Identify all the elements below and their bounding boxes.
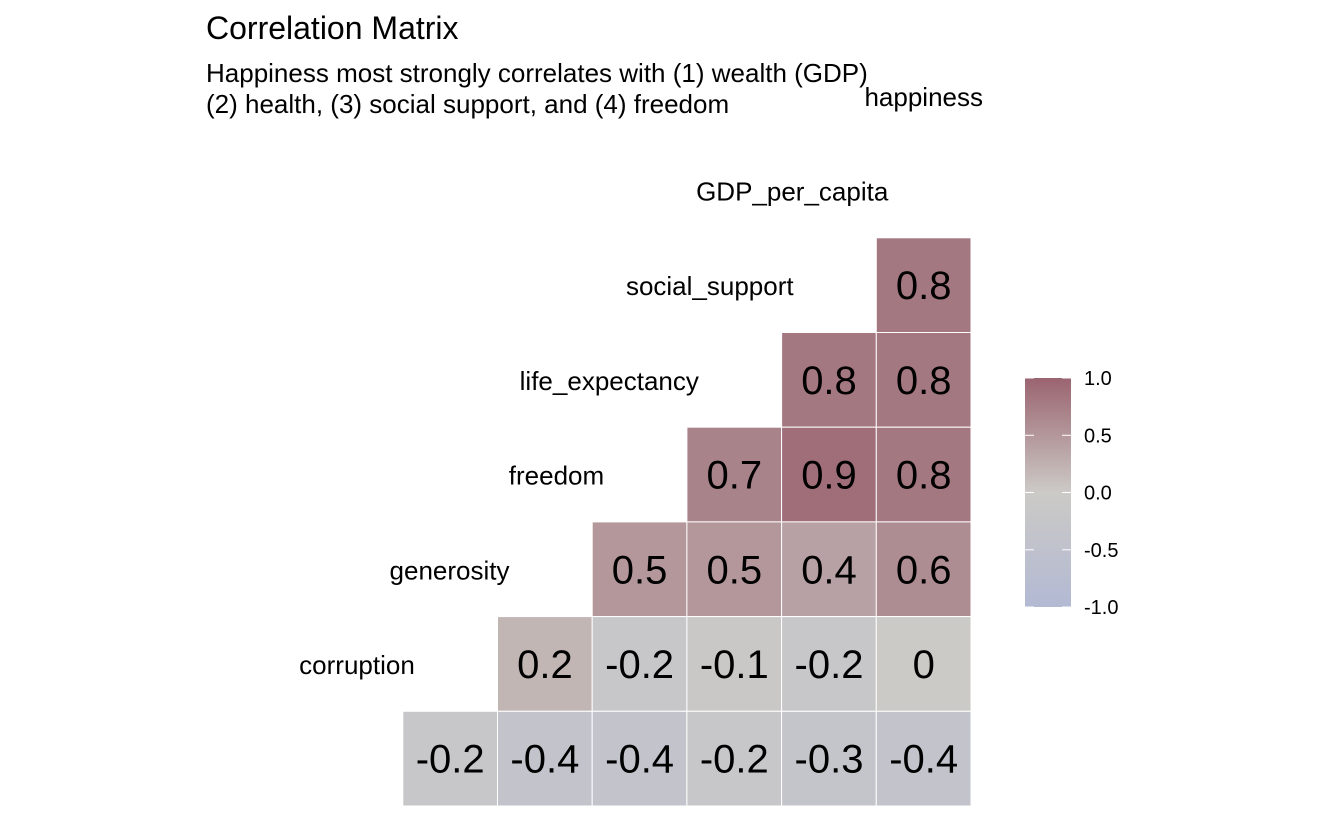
cell-value-label: -0.4 [605, 738, 674, 782]
heatmap-cell-GDP_per_capita-happiness [875, 237, 972, 333]
heatmap-cell-corruption-life_expectancy [591, 710, 688, 807]
heatmap-value-labels: 0.8 0.8 0.8 0.7 0.9 0.8 0.5 0.5 0.4 0.6 0.2 -0.2 -0.… [416, 264, 958, 782]
cell-value-label: 0.8 [896, 264, 952, 308]
variable-label-freedom: freedom [509, 461, 604, 491]
heatmap-cell-life_expectancy-happiness [875, 426, 972, 523]
cell-value-label: -0.1 [700, 643, 769, 687]
heatmap-cell-generosity-freedom [497, 616, 593, 712]
heatmap-cell-corruption-generosity [402, 710, 498, 807]
cell-value-label: -0.3 [795, 738, 864, 782]
cell-value-label: 0.6 [896, 548, 952, 592]
heatmap-cell-corruption-social_support [686, 710, 783, 807]
cell-value-label: 0.2 [517, 643, 573, 687]
cell-value-label: 0.5 [706, 548, 762, 592]
cell-value-label: -0.2 [700, 738, 769, 782]
cell-value-label: 0.4 [801, 548, 857, 592]
variable-label-social-support: social_support [626, 271, 794, 301]
cell-value-label: -0.2 [416, 738, 485, 782]
color-legend: 1.0 0.5 0.0 -0.5 -1.0 [1025, 368, 1118, 619]
chart-subtitle-line-2: (2) health, (3) social support, and (4) … [206, 89, 730, 119]
cell-value-label: -0.4 [510, 738, 579, 782]
chart-title: Correlation Matrix [206, 10, 459, 46]
legend-tick-label: 1.0 [1084, 368, 1112, 390]
heatmap-cells [402, 237, 972, 807]
cell-value-label: -0.2 [795, 643, 864, 687]
cell-value-label: 0.5 [612, 548, 668, 592]
heatmap-cell-freedom-GDP_per_capita [781, 521, 877, 618]
heatmap-cell-freedom-social_support [686, 521, 783, 618]
cell-value-label: 0.8 [896, 359, 952, 403]
variable-label-corruption: corruption [299, 650, 415, 680]
heatmap-cell-generosity-social_support [686, 616, 783, 712]
heatmap-cell-generosity-happiness [875, 616, 972, 712]
legend-tick-label: 0.0 [1084, 483, 1112, 505]
diagonal-variable-labels: happiness GDP_per_capita social_supportlif… [299, 82, 983, 680]
variable-label-happiness: happiness [864, 82, 983, 112]
variable-label-life-expectancy: life_expectancy [520, 366, 699, 396]
cell-value-label: 0.8 [896, 454, 952, 498]
legend-tick-label: 0.5 [1084, 425, 1112, 447]
heatmap-cell-corruption-freedom [497, 710, 593, 807]
heatmap-cell-freedom-life_expectancy [591, 521, 688, 618]
heatmap-cell-generosity-GDP_per_capita [781, 616, 877, 712]
legend-tick-label: -0.5 [1084, 540, 1118, 562]
variable-label-generosity: generosity [390, 555, 510, 585]
heatmap-cell-corruption-happiness [875, 710, 972, 807]
cell-value-label: 0.9 [801, 454, 857, 498]
cell-value-label: 0.8 [801, 359, 857, 403]
heatmap-cell-freedom-happiness [875, 521, 972, 618]
legend-tick-label: -1.0 [1084, 597, 1118, 619]
cell-value-label: -0.4 [889, 738, 958, 782]
cell-value-label: -0.2 [605, 643, 674, 687]
cell-value-label: 0 [913, 643, 935, 687]
variable-label-GDP-per-capita: GDP_per_capita [696, 177, 889, 207]
chart-subtitle-line-1: Happiness most strongly correlates with … [206, 58, 868, 88]
cell-value-label: 0.7 [706, 454, 762, 498]
